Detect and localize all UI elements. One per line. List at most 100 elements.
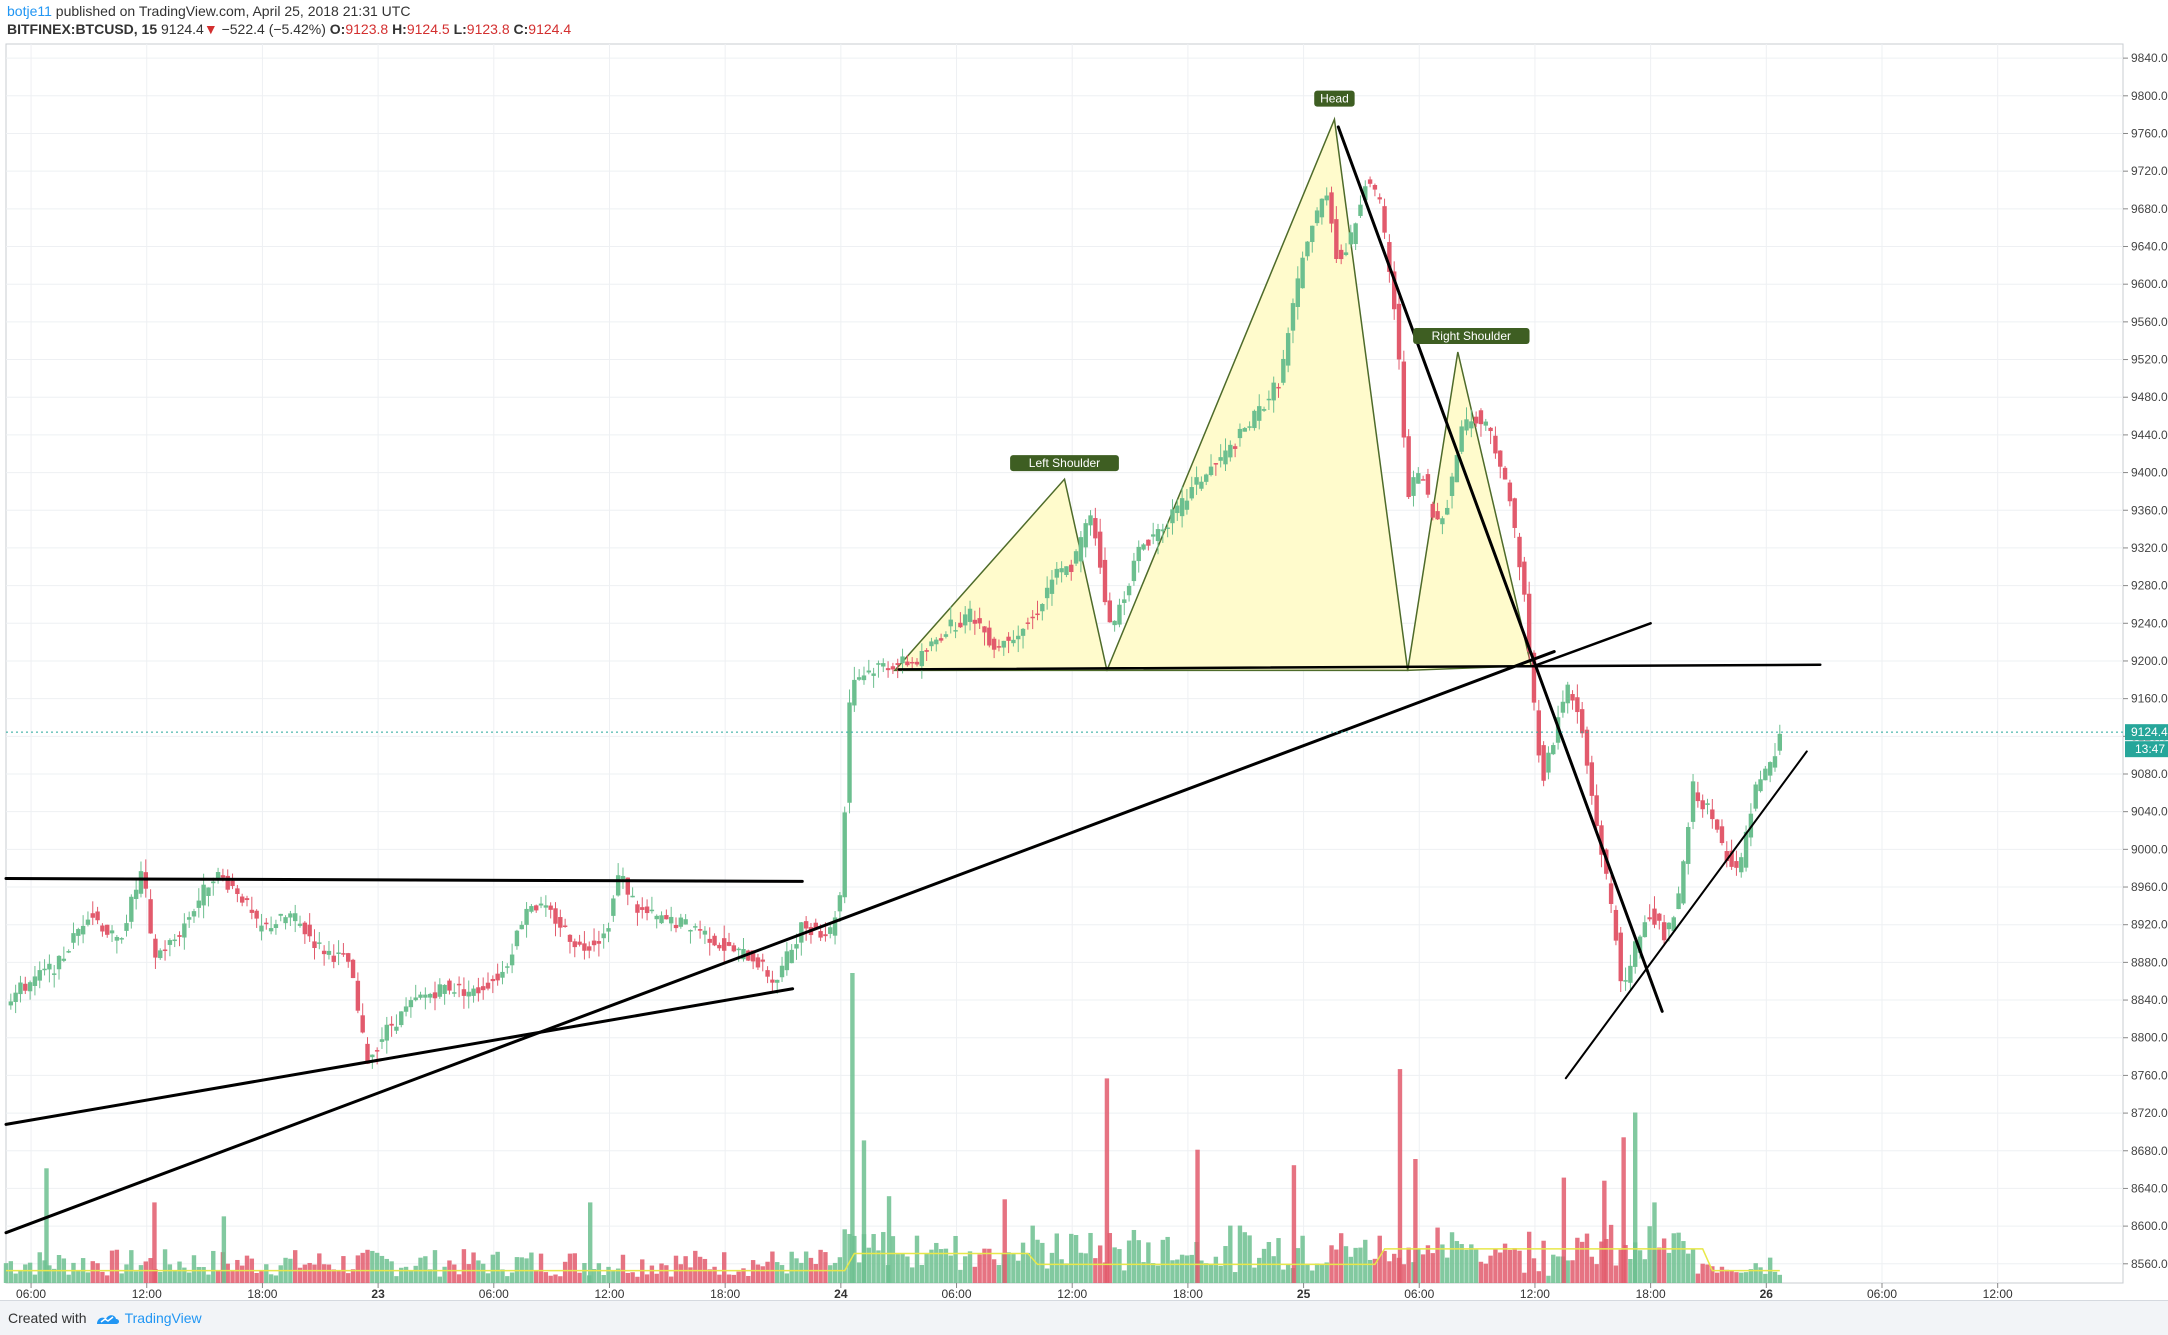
volume-bar	[8, 1261, 14, 1283]
candle-body	[76, 929, 81, 936]
candle-body	[201, 884, 206, 906]
candle-body	[635, 904, 640, 913]
candle-body	[1512, 498, 1517, 528]
candle-body	[326, 950, 332, 955]
candle-body	[760, 959, 765, 962]
candle-body	[1551, 745, 1556, 755]
price-change: −522.4 (−5.42%)	[221, 21, 326, 37]
volume-bar	[1666, 1252, 1672, 1283]
author-link[interactable]: botje11	[7, 3, 52, 19]
candle-body	[47, 963, 52, 970]
volume-bar	[1059, 1259, 1064, 1283]
right-shoulder-label: Right Shoulder	[1432, 329, 1511, 343]
candle-body	[1411, 477, 1416, 496]
volume-bar	[119, 1273, 124, 1283]
volume-bar	[1565, 1260, 1570, 1283]
volume-bar	[635, 1276, 640, 1283]
volume-bar	[66, 1274, 71, 1283]
volume-bar	[1083, 1253, 1088, 1283]
candle-body	[750, 950, 756, 962]
volume-bar	[1502, 1243, 1508, 1283]
volume-bar	[919, 1264, 925, 1283]
volume-bar	[823, 1252, 828, 1283]
candle-body	[1633, 941, 1638, 967]
candle-body	[587, 946, 592, 951]
volume-bar	[3, 1263, 9, 1283]
volume-bar	[1734, 1272, 1739, 1283]
candle-body	[1449, 476, 1455, 496]
y-tick-label: 8640.0	[2131, 1181, 2168, 1195]
volume-bar	[649, 1265, 655, 1283]
candle-body	[495, 973, 500, 981]
candle-body	[1445, 507, 1450, 515]
candle-body	[1290, 303, 1296, 331]
candle-body	[124, 923, 129, 931]
candle-body	[1329, 192, 1334, 224]
candle-body	[1526, 593, 1532, 652]
candle-body	[254, 910, 259, 919]
candle-body	[1025, 622, 1031, 624]
y-tick-label: 8920.0	[2131, 918, 2168, 932]
volume-bar	[1498, 1252, 1503, 1283]
volume-bar	[461, 1249, 467, 1283]
candle-body	[1695, 792, 1701, 802]
volume-bar	[1602, 1180, 1607, 1283]
y-tick-label: 9840.0	[2131, 51, 2168, 65]
candle-body	[1199, 481, 1204, 489]
volume-bar	[1069, 1233, 1074, 1283]
volume-bar	[365, 1249, 370, 1283]
candle-body	[461, 989, 467, 996]
volume-bar	[1512, 1248, 1517, 1283]
volume-bar	[803, 1251, 809, 1283]
candle-body	[1030, 616, 1035, 619]
volume-bar	[471, 1252, 476, 1283]
volume-bar	[1758, 1267, 1763, 1283]
candle-body	[321, 950, 327, 955]
volume-bar	[182, 1267, 187, 1283]
volume-bar	[1777, 1274, 1783, 1283]
candle-body	[1469, 421, 1474, 429]
candle-body	[1001, 640, 1006, 648]
candle-body	[1425, 474, 1431, 495]
candle-body	[914, 661, 920, 665]
volume-bar	[1459, 1244, 1464, 1283]
volume-bar	[1208, 1263, 1214, 1283]
symbol-name: BITFINEX:BTCUSD, 15	[7, 21, 158, 37]
candle-body	[1623, 980, 1628, 982]
candle-body	[437, 984, 443, 997]
candle-body	[307, 924, 312, 937]
price-chart[interactable]: 8560.0 8600.0 8640.0 8680.0 8720.0 8760.0 8800…	[0, 0, 2168, 1300]
head-label-bg	[1314, 90, 1355, 107]
candle-body	[1160, 529, 1166, 532]
volume-bar	[832, 1262, 838, 1283]
candle-body	[1016, 635, 1021, 640]
volume-bar	[1719, 1266, 1725, 1283]
candle-body	[1006, 636, 1011, 641]
candle-body	[861, 675, 867, 681]
volume-bar	[437, 1276, 443, 1283]
volume-bar	[943, 1248, 949, 1283]
candle-body	[842, 812, 847, 898]
low-value: 9123.8	[466, 21, 510, 37]
candle-body	[355, 980, 361, 1011]
candle-body	[1743, 831, 1749, 868]
volume-bar	[1401, 1264, 1407, 1283]
candle-body	[741, 949, 746, 960]
candle-body	[8, 1001, 14, 1006]
candle-body	[293, 913, 298, 922]
candle-body	[1011, 639, 1016, 644]
candle-body	[721, 938, 727, 951]
candle-body	[509, 954, 515, 966]
candle-body	[1686, 826, 1691, 864]
volume-bar	[828, 1265, 833, 1283]
volume-bar	[423, 1256, 428, 1283]
candle-body	[1314, 210, 1320, 224]
volume-bar	[572, 1253, 577, 1283]
volume-bar	[162, 1249, 168, 1283]
volume-bar	[1155, 1265, 1161, 1283]
volume-bar	[1695, 1273, 1701, 1283]
tradingview-link[interactable]: TradingView	[124, 1310, 202, 1326]
last-price: 9124.4	[161, 21, 204, 37]
candle-body	[215, 872, 221, 880]
candle-body	[881, 663, 886, 667]
